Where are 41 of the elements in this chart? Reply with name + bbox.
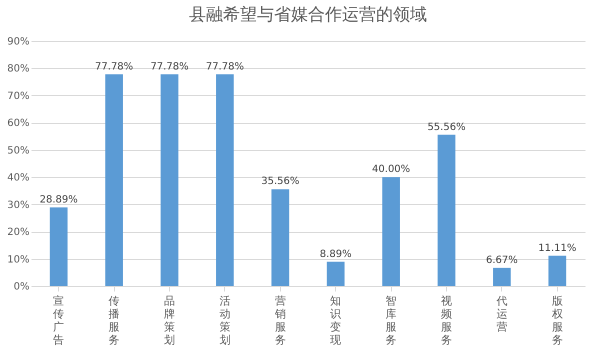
bar xyxy=(160,74,178,286)
y-tick-label: 60% xyxy=(7,118,30,130)
y-tick-label: 0% xyxy=(14,282,30,292)
data-label: 28.89% xyxy=(40,194,78,206)
y-tick-label: 30% xyxy=(7,200,30,211)
bar xyxy=(438,134,456,286)
data-label: 35.56% xyxy=(261,176,300,188)
bar xyxy=(326,262,345,286)
x-tick-label: 视频服务 xyxy=(441,294,452,346)
y-tick-label: 80% xyxy=(7,64,30,75)
data-label: 8.89% xyxy=(320,248,352,260)
x-tick-label: 版权服务 xyxy=(550,294,563,346)
x-tick-label: 宣传广告 xyxy=(53,294,64,346)
y-tick-label: 40% xyxy=(7,172,30,184)
y-tick-label: 10% xyxy=(7,254,30,266)
x-tick-label: 传播服务 xyxy=(108,294,120,346)
data-label: 6.67% xyxy=(486,254,518,266)
y-tick-label: 70% xyxy=(7,90,30,102)
bar xyxy=(548,256,566,286)
y-tick-label: 20% xyxy=(7,227,30,238)
bar xyxy=(382,177,400,286)
bar xyxy=(271,189,290,286)
bar xyxy=(50,207,68,286)
data-label: 11.11% xyxy=(538,242,576,254)
x-tick-label: 品牌策划 xyxy=(164,294,175,346)
bar xyxy=(216,74,234,286)
x-tick-label: 营销服务 xyxy=(274,294,286,346)
x-tick-label: 智库服务 xyxy=(386,294,397,346)
data-label: 77.78% xyxy=(206,61,244,72)
x-tick-label: 活动策划 xyxy=(219,294,230,346)
data-label: 55.56% xyxy=(427,122,466,133)
x-tick-label: 知识变现 xyxy=(330,294,342,346)
x-tick-label: 代运营 xyxy=(495,294,508,334)
bar xyxy=(105,74,123,286)
bar xyxy=(493,268,511,286)
data-label: 40.00% xyxy=(372,164,410,176)
chart-title: 县融希望与省媒合作运营的领域 xyxy=(189,5,427,25)
y-tick-label: 90% xyxy=(7,36,30,48)
data-label: 77.78% xyxy=(150,61,189,72)
y-tick-label: 50% xyxy=(7,145,30,156)
data-label: 77.78% xyxy=(95,61,134,72)
